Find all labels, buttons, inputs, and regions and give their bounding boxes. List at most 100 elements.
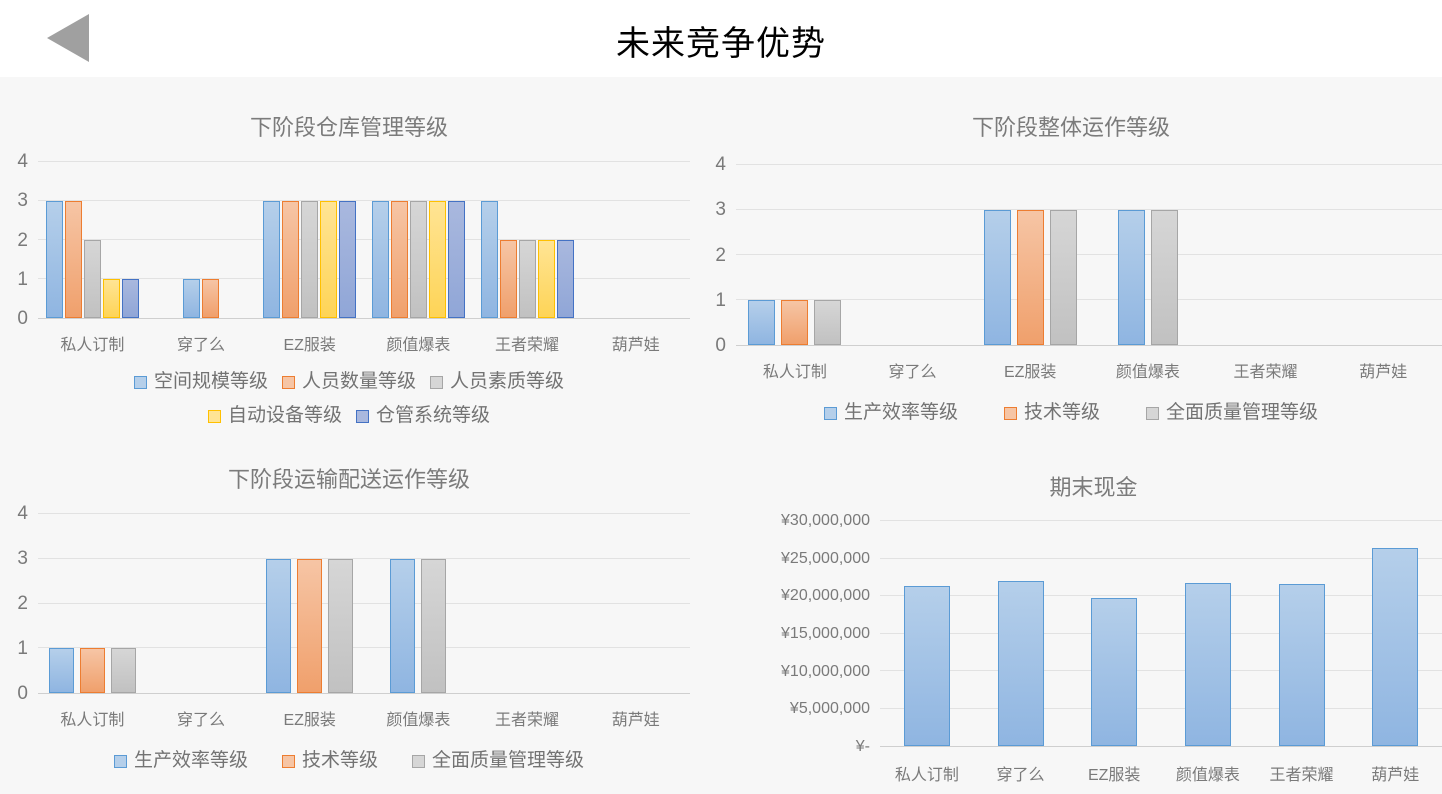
y-tick-label: ¥15,000,000	[781, 625, 870, 642]
category-label: 葫芦娃	[611, 712, 660, 729]
bar	[339, 201, 357, 318]
category-label: 私人订制	[894, 767, 959, 784]
legend-label: 全面质量管理等级	[432, 750, 585, 771]
category-label: 颜值爆表	[386, 337, 451, 354]
bar-groups	[880, 521, 1442, 746]
bar	[499, 240, 517, 318]
legend-label: 生产效率等级	[843, 402, 958, 423]
y-axis: 0 1 2 3 4	[8, 151, 38, 329]
bar-group	[147, 514, 256, 693]
bar-group	[854, 165, 972, 345]
category-label: EZ服装	[283, 337, 336, 354]
gridline	[880, 707, 1442, 709]
bar	[64, 201, 82, 318]
bar-group	[38, 162, 147, 318]
legend-label: 自动设备等级	[227, 405, 342, 426]
bar-group	[255, 162, 364, 318]
plot-wrap: ¥- ¥5,000,000 ¥10,000,000 ¥15,000,000 ¥20,00…	[745, 512, 1442, 755]
back-button[interactable]	[40, 10, 96, 66]
bar	[447, 201, 465, 318]
y-tick-label: 4	[715, 154, 726, 175]
legend-marker-icon	[113, 754, 127, 768]
chart-title: 下阶段仓库管理等级	[249, 115, 448, 140]
legend-marker-icon	[207, 409, 221, 423]
legend-item: 生产效率等级	[823, 400, 958, 426]
bar-groups	[736, 165, 1442, 345]
bar	[390, 201, 408, 318]
bar	[110, 648, 136, 693]
plot-area	[38, 513, 690, 694]
legend-item: 空间规模等级	[133, 369, 268, 395]
bar	[518, 240, 536, 318]
bar	[83, 240, 101, 318]
y-tick-label: 1	[17, 638, 28, 659]
header: 未来竞争优势	[0, 0, 1442, 77]
bar	[320, 201, 338, 318]
bar	[328, 558, 354, 693]
y-axis: ¥- ¥5,000,000 ¥10,000,000 ¥15,000,000 ¥20,00…	[745, 512, 880, 755]
y-tick-label: 4	[17, 503, 28, 524]
legend-item: 技术等级	[1003, 400, 1100, 426]
y-tick-label: 3	[715, 199, 726, 221]
category-label: EZ服装	[1003, 364, 1057, 381]
bar-group	[147, 162, 256, 318]
gridline	[38, 602, 690, 604]
bar-group	[38, 514, 147, 693]
bar	[997, 581, 1044, 746]
category-label: 王者荣耀	[495, 337, 560, 354]
page-title: 未来竞争优势	[616, 25, 826, 63]
category-label: EZ服装	[283, 712, 336, 729]
legend-item: 人员素质等级	[430, 369, 564, 395]
bar-group	[971, 165, 1089, 345]
bar-group	[255, 514, 364, 693]
bar	[428, 201, 446, 318]
bar	[390, 558, 416, 693]
legend-marker-icon	[356, 409, 369, 423]
bar	[537, 240, 555, 318]
bar	[1278, 584, 1325, 746]
bar	[1184, 583, 1231, 746]
y-tick-label: ¥5,000,000	[789, 700, 870, 718]
legend-label: 全面质量管理等级	[1166, 402, 1319, 423]
bar-groups	[38, 162, 690, 318]
bar-group	[1067, 521, 1161, 746]
legend-label: 技术等级	[1023, 402, 1100, 423]
legend-item: 全面质量管理等级	[412, 748, 584, 774]
bar-group	[974, 521, 1068, 746]
bar	[371, 201, 389, 318]
legend-item: 技术等级	[281, 748, 378, 774]
bar	[814, 300, 842, 345]
bar-group	[473, 162, 582, 318]
legend-label: 人员素质等级	[450, 371, 565, 392]
plot-area	[880, 520, 1442, 747]
gridline	[736, 209, 1442, 210]
category-label: 葫芦娃	[1359, 364, 1408, 381]
bar	[102, 279, 120, 318]
legend-label: 空间规模等级	[153, 371, 268, 392]
y-tick-label: 0	[715, 335, 726, 356]
legend-item: 生产效率等级	[113, 748, 248, 774]
legend-label: 技术等级	[301, 750, 378, 771]
category-label: 穿了么	[177, 712, 226, 729]
gridline	[736, 164, 1442, 165]
category-label: 穿了么	[996, 767, 1045, 784]
legend-label: 生产效率等级	[133, 750, 248, 771]
bar	[1117, 210, 1145, 345]
y-tick-label: 4	[17, 151, 28, 172]
category-label: 颜值爆表	[386, 712, 451, 729]
bar	[79, 648, 105, 693]
gridline	[38, 278, 690, 279]
bar	[183, 279, 200, 318]
plot-wrap: 0 1 2 3 4	[8, 503, 690, 704]
y-tick-label: ¥30,000,000	[781, 512, 870, 529]
legend-marker-icon	[823, 406, 837, 420]
category-label: 葫芦娃	[611, 337, 660, 354]
legend-marker-icon	[1003, 406, 1017, 420]
gridline	[38, 513, 690, 514]
chart-ending-cash: 期末现金 ¥- ¥5,000,000 ¥10,000,000 ¥15,000,000 ¥…	[745, 455, 1442, 785]
legend-item: 人员数量等级	[281, 369, 416, 395]
chart-title: 下阶段运输配送运作等级	[227, 467, 470, 492]
bar	[48, 648, 74, 693]
legend-item: 全面质量管理等级	[1146, 400, 1318, 426]
plot-area	[38, 161, 690, 319]
